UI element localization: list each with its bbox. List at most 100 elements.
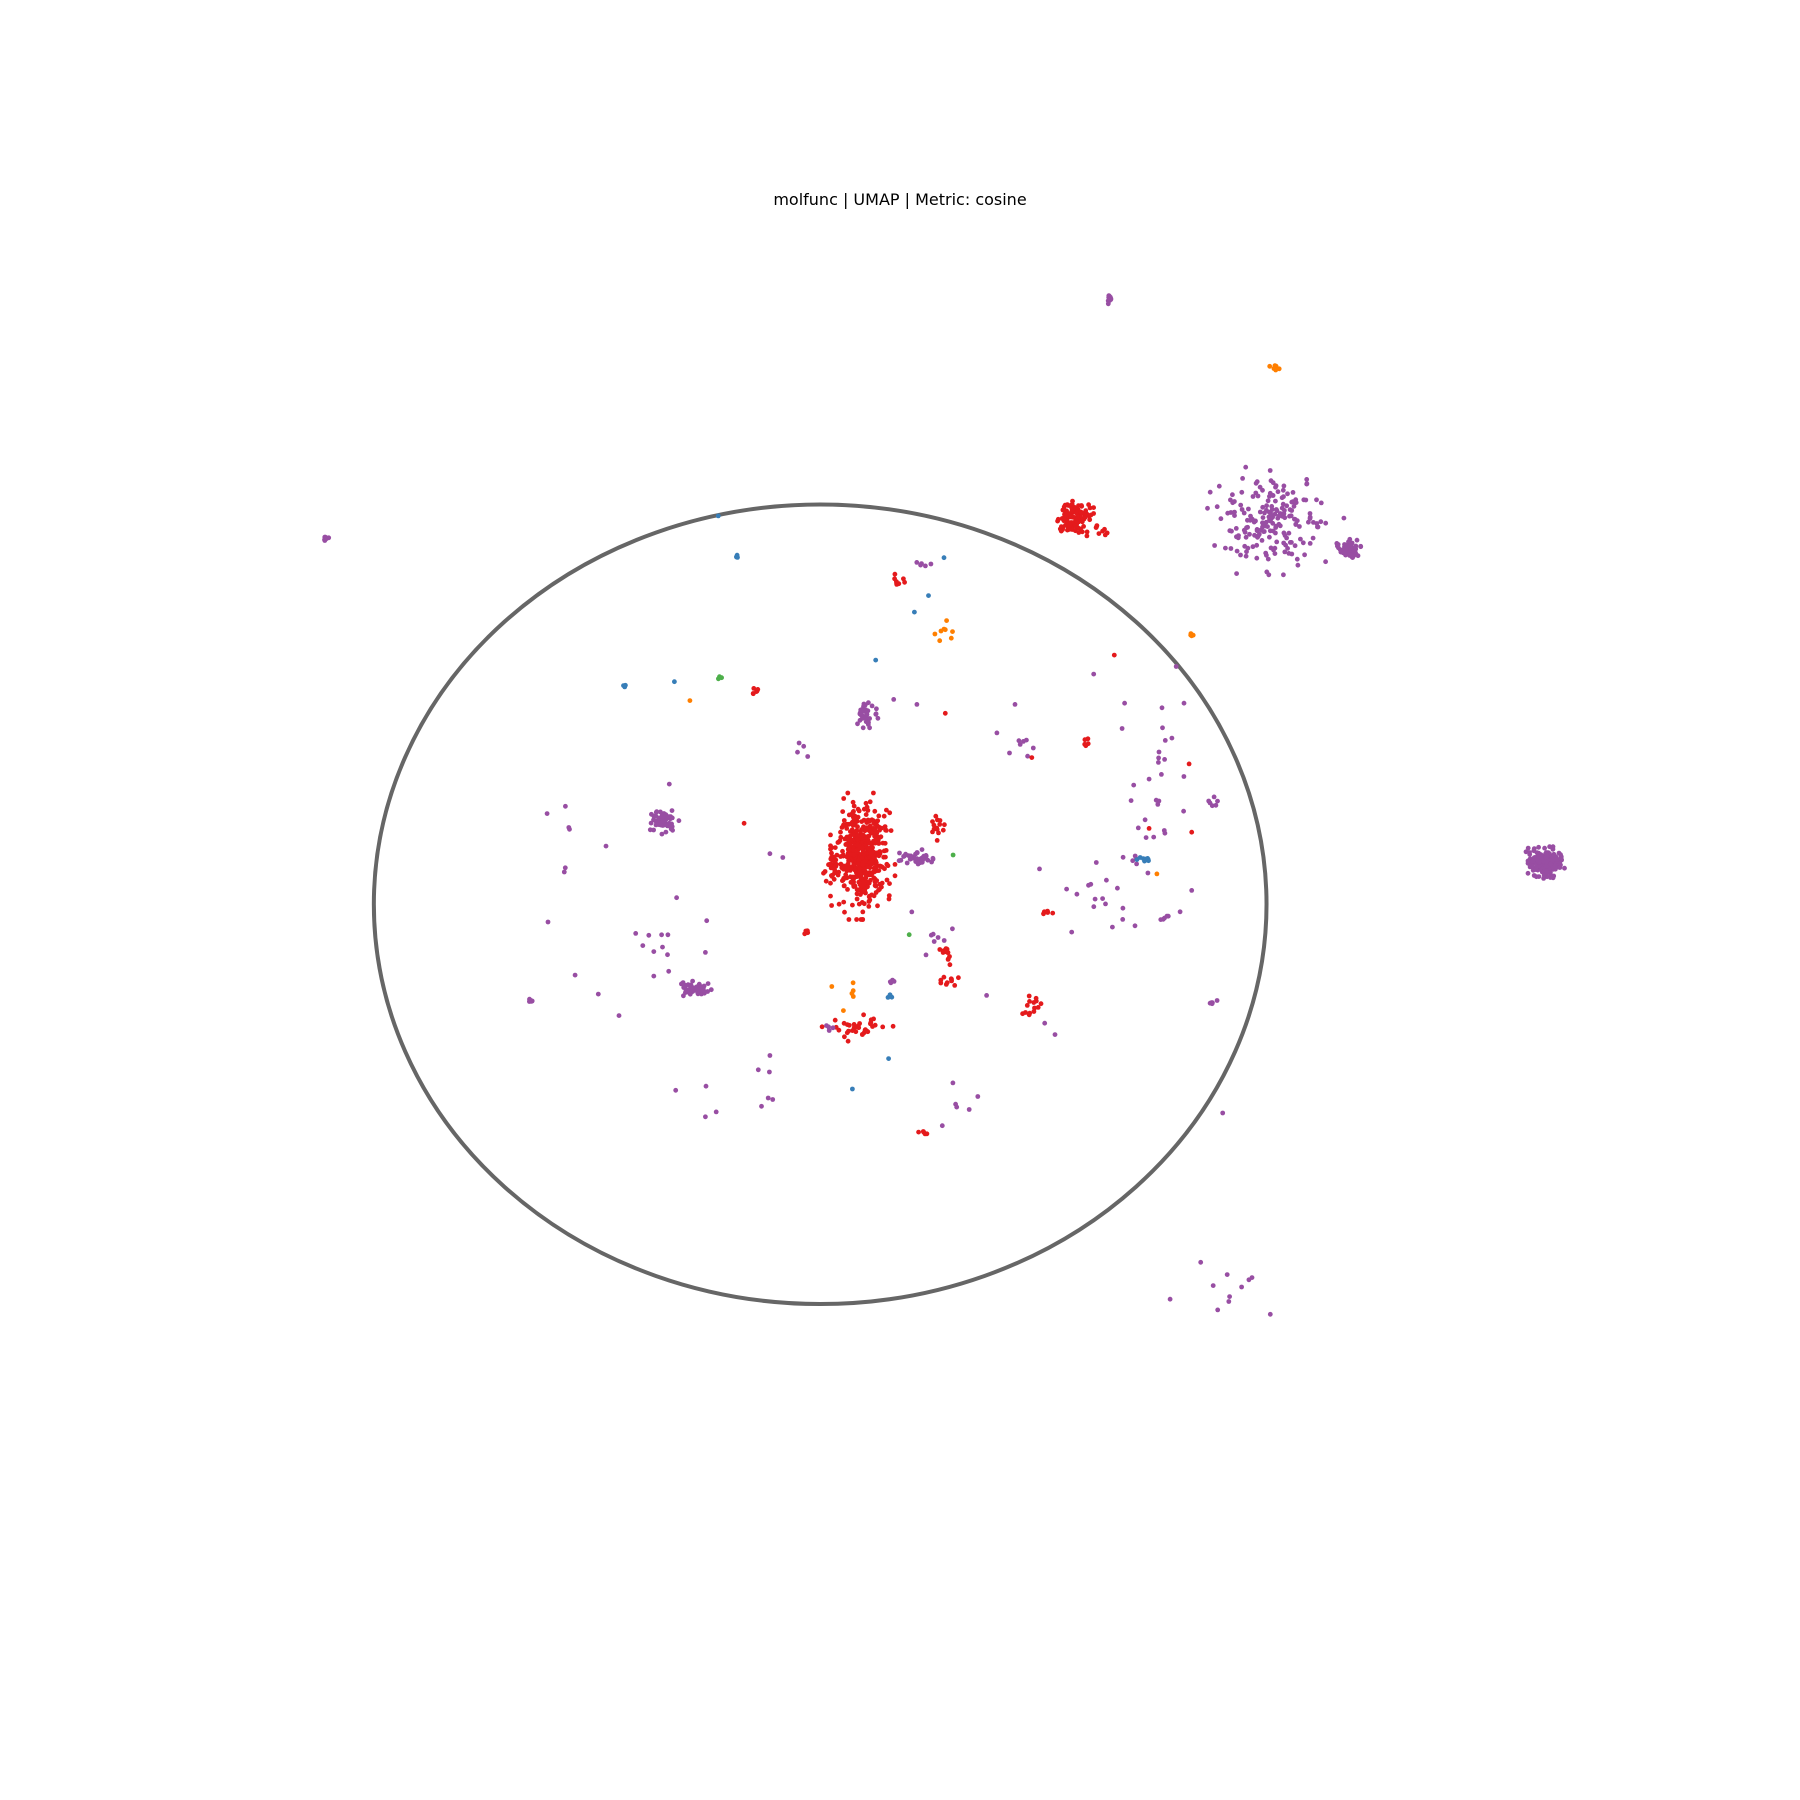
scatter-point-red [848,821,854,827]
scatter-point-purple [860,725,866,731]
scatter-point-red [838,861,844,867]
scatter-point-purple [704,918,710,924]
scatter-point-red [1189,829,1195,835]
scatter-point-red [832,1017,838,1023]
scatter-point-red [823,878,829,884]
scatter-point-purple [805,754,811,759]
scatter-point-purple [1287,540,1293,545]
scatter-point-red [877,849,883,855]
scatter-point-purple [929,859,934,865]
scatter-point-purple [923,563,928,569]
scatter-point-purple [1543,854,1549,860]
scatter-point-purple [1302,552,1307,558]
scatter-point-purple [1279,495,1285,501]
scatter-point-purple [1281,483,1287,489]
scatter-point-purple [1550,857,1556,863]
scatter-point-purple [950,926,955,932]
scatter-point-purple [1239,507,1245,512]
scatter-point-red [840,848,845,854]
scatter-point-purple [1042,1020,1048,1026]
scatter-point-red [855,824,860,830]
scatter-point-red [859,855,865,860]
scatter-point-purple [1272,551,1278,556]
scatter-point-purple [1232,509,1237,515]
scatter-point-purple [1264,569,1270,575]
scatter-point-blue [850,1086,855,1092]
scatter-point-red [890,1023,896,1029]
scatter-point-purple [1341,515,1347,521]
scatter-point-purple [1253,480,1259,486]
scatter-point-purple [1273,498,1278,504]
scatter-point-purple [561,869,567,875]
scatter-point-purple [1128,798,1134,803]
scatter-point-red [841,796,847,801]
scatter-point-purple [1037,866,1042,872]
scatter-point-purple [1242,529,1248,535]
scatter-point-purple [1258,527,1264,533]
scatter-point-purple [1100,896,1105,901]
scatter-point-purple [1543,850,1549,856]
scatter-point-red [888,828,894,833]
scatter-point-blue [941,555,947,561]
scatter-point-purple [928,561,934,567]
scatter-point-purple [1091,904,1097,910]
scatter-point-red [942,822,947,828]
scatter-point-red [1111,652,1117,658]
scatter-point-purple [673,1087,679,1093]
scatter-point-purple [1285,546,1290,551]
scatter-point-red [860,909,866,915]
scatter-point-purple [1536,844,1541,850]
scatter-point-red [844,863,850,868]
scatter-point-red [872,833,877,839]
scatter-point-purple [919,561,924,566]
scatter-point-purple [855,721,860,727]
scatter-point-orange [944,618,949,623]
scatter-point-red [901,576,906,582]
scatter-point-red [858,917,864,922]
scatter-point-blue [1145,856,1150,861]
scatter-point-red [853,1024,859,1030]
scatter-point-purple [1310,535,1316,541]
scatter-point-purple [1525,845,1531,851]
scatter-point-red [868,1017,874,1023]
scatter-point-red [1079,519,1085,525]
scatter-point-red [1023,1010,1028,1015]
scatter-point-green [906,932,912,938]
scatter-point-purple [966,1107,972,1112]
scatter-point-purple [914,850,920,856]
scatter-point-purple [1012,702,1018,707]
scatter-point-purple [1207,489,1213,495]
scatter-point-purple [529,998,535,1004]
scatter-point-purple [1198,1259,1204,1265]
scatter-point-red [892,873,898,879]
scatter-point-blue [912,609,917,615]
scatter-point-red [1059,524,1064,529]
scatter-point-purple [869,703,875,709]
scatter-point-purple [914,702,920,707]
scatter-point-purple [323,536,329,542]
scatter-point-purple [1162,830,1168,836]
scatter-point-red [1104,530,1110,536]
scatter-point-purple [1241,510,1247,516]
scatter-point-red [850,832,856,837]
scatter-points [322,293,1567,1317]
scatter-point-purple [703,1083,709,1089]
scatter-point-red [933,813,939,819]
scatter-point-purple [1323,559,1328,565]
scatter-point-red [1060,507,1066,513]
scatter-point-red [849,864,854,870]
scatter-point-purple [1212,543,1217,548]
scatter-point-purple [1169,735,1175,741]
scatter-point-purple [1323,520,1329,526]
scatter-point-red [1026,993,1032,999]
scatter-point-purple [1213,802,1219,808]
scatter-point-purple [874,706,879,712]
scatter-point-red [854,896,860,902]
scatter-point-purple [1239,1284,1244,1290]
scatter-point-red [754,688,760,694]
scatter-point-purple [1220,1110,1226,1116]
scatter-point-purple [1069,929,1075,935]
scatter-point-purple [688,982,694,988]
scatter-point-red [876,841,882,846]
scatter-point-red [1084,533,1090,539]
